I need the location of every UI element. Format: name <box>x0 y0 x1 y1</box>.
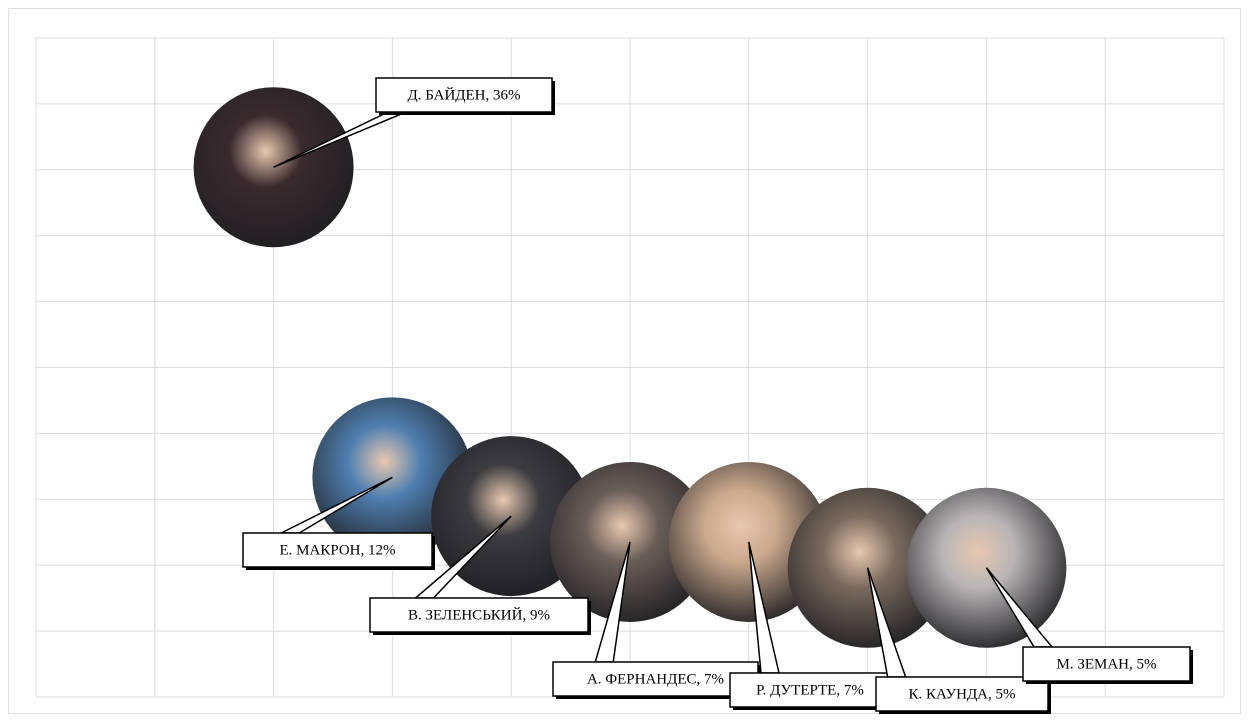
data-label: Д. БАЙДЕН, 36% <box>407 86 520 103</box>
data-label: К. КАУНДА, 5% <box>908 686 1015 702</box>
data-label: Е. МАКРОН, 12% <box>279 542 395 558</box>
chart: Д. БАЙДЕН, 36% Е. МАКРОН, 12% В. ЗЕЛЕНСЬКИ… <box>0 0 1249 722</box>
data-label: Р. ДУТЕРТЕ, 7% <box>756 682 864 698</box>
data-label: В. ЗЕЛЕНСЬКИЙ, 9% <box>408 606 550 623</box>
data-label: М. ЗЕМАН, 5% <box>1056 656 1156 672</box>
data-label: А. ФЕРНАНДЕС, 7% <box>587 671 724 687</box>
